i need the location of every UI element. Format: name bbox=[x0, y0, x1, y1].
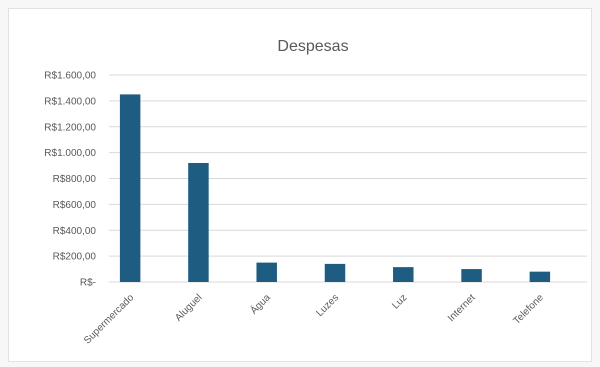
y-tick-label: R$800,00 bbox=[53, 174, 97, 185]
x-tick-label: Luzes bbox=[314, 292, 341, 319]
bar bbox=[529, 271, 551, 282]
bar bbox=[119, 94, 141, 282]
x-tick-label: Supermercado bbox=[82, 292, 136, 346]
bar bbox=[324, 263, 346, 282]
y-tick-label: R$1.200,00 bbox=[44, 122, 96, 133]
x-axis-labels: Supermercado Aluguel Água Luzes Luz Internet T… bbox=[82, 291, 546, 347]
bar-chart: Despesas R$- R$200,00 R$400,00 R$600,00 R$80… bbox=[44, 38, 587, 347]
y-tick-label: R$200,00 bbox=[53, 252, 97, 263]
chart-area: Despesas R$- R$200,00 R$400,00 R$600,00 R$80… bbox=[8, 8, 592, 362]
y-axis-ticks: R$- R$200,00 R$400,00 R$600,00 R$800,00 R$1.0… bbox=[44, 71, 96, 289]
bar bbox=[461, 269, 482, 282]
x-tick-label: Luz bbox=[390, 292, 409, 311]
x-tick-label: Água bbox=[247, 291, 273, 317]
y-tick-label: R$- bbox=[80, 278, 96, 289]
bar bbox=[256, 262, 277, 282]
gridlines bbox=[109, 74, 587, 283]
bars bbox=[119, 94, 551, 282]
y-tick-label: R$1.600,00 bbox=[44, 71, 96, 82]
y-tick-label: R$1.000,00 bbox=[44, 148, 96, 159]
bar bbox=[393, 267, 414, 282]
x-tick-label: Internet bbox=[446, 292, 478, 324]
x-tick-label: Aluguel bbox=[173, 292, 204, 323]
y-tick-label: R$1.400,00 bbox=[44, 96, 96, 107]
bar bbox=[188, 162, 209, 282]
y-tick-label: R$600,00 bbox=[53, 200, 97, 211]
chart-title: Despesas bbox=[277, 38, 348, 55]
y-tick-label: R$400,00 bbox=[53, 226, 97, 237]
x-tick-label: Telefone bbox=[511, 292, 546, 327]
